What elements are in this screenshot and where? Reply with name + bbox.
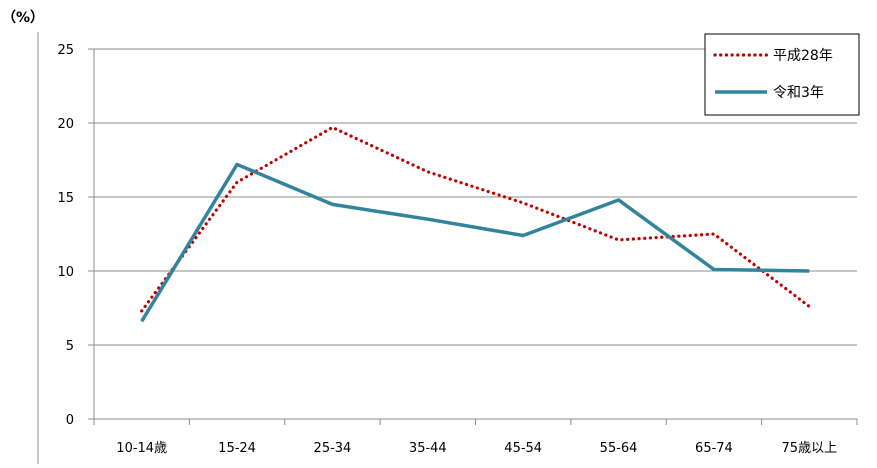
x-tick-label: 75歳以上 (782, 441, 838, 456)
y-tick-label: 20 (57, 117, 74, 132)
x-tick-label: 45-54 (504, 441, 542, 456)
y-tick-label: 5 (66, 339, 74, 354)
y-tick-label: 10 (57, 265, 74, 280)
legend-label-1: 平成28年 (773, 48, 833, 64)
axes (37, 32, 858, 464)
x-tick-label: 65-74 (695, 441, 733, 456)
y-tick-label: 0 (66, 413, 74, 428)
y-tick-labels: 0 5 10 15 20 25 (57, 43, 74, 428)
x-tick-label: 10-14歳 (116, 441, 167, 456)
y-unit-label: （%） (2, 10, 44, 26)
x-tick-label: 35-44 (409, 441, 447, 456)
series-lines (140, 125, 811, 323)
legend-label-2: 令和3年 (773, 85, 824, 101)
x-tick-label: 55-64 (600, 441, 638, 456)
x-tick-labels: 10-14歳 15-24 25-34 35-44 45-54 55-64 65-74 75歳以… (116, 441, 837, 456)
x-tick-label: 15-24 (218, 441, 256, 456)
y-tick-label: 25 (57, 43, 74, 58)
y-tick-label: 15 (57, 191, 74, 206)
x-tick-label: 25-34 (314, 441, 352, 456)
series-line-2 (140, 162, 810, 323)
series-line-1 (140, 125, 811, 313)
legend-box (704, 33, 860, 116)
